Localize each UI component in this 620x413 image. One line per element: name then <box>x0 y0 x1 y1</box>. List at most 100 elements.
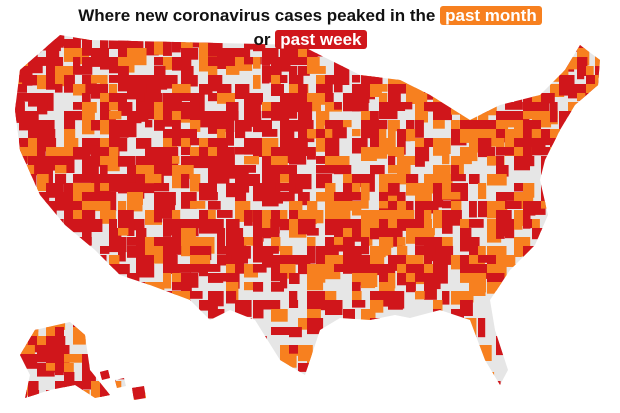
county <box>514 246 522 257</box>
county <box>73 273 83 288</box>
county <box>163 264 180 274</box>
county <box>559 192 577 206</box>
county <box>370 264 384 276</box>
county <box>118 399 135 400</box>
county <box>82 237 91 251</box>
county <box>55 75 69 87</box>
county <box>199 84 213 95</box>
county <box>46 300 60 309</box>
county <box>451 309 464 323</box>
county <box>451 174 466 182</box>
county <box>235 390 247 400</box>
county <box>82 147 91 159</box>
county <box>415 183 432 203</box>
county <box>379 372 397 383</box>
county <box>541 183 558 203</box>
county <box>415 291 425 300</box>
county <box>586 300 600 319</box>
county <box>541 345 549 359</box>
county <box>46 93 54 111</box>
county <box>478 246 486 260</box>
county <box>235 147 246 155</box>
county <box>82 102 97 113</box>
county <box>352 282 361 296</box>
county <box>568 381 579 391</box>
county <box>64 75 75 90</box>
county <box>181 156 196 166</box>
county <box>550 336 568 356</box>
county <box>496 147 506 156</box>
county <box>55 219 64 233</box>
county <box>100 48 108 57</box>
county <box>15 192 21 211</box>
county <box>469 390 481 400</box>
county <box>208 111 226 120</box>
county <box>127 183 137 195</box>
county <box>487 174 507 186</box>
past-week-label: past week <box>275 30 367 49</box>
county <box>289 345 306 354</box>
county <box>595 219 600 235</box>
county <box>433 93 446 103</box>
county <box>370 120 388 130</box>
county <box>181 93 193 102</box>
county <box>91 282 109 294</box>
county <box>73 84 86 96</box>
county <box>433 165 445 175</box>
county <box>568 192 579 200</box>
county <box>325 129 333 138</box>
county <box>460 102 475 110</box>
county <box>541 255 558 271</box>
county <box>532 336 548 349</box>
county <box>55 255 73 264</box>
county <box>163 228 172 237</box>
county <box>145 309 156 319</box>
county <box>586 192 600 208</box>
county <box>100 309 119 325</box>
county <box>28 75 42 86</box>
county <box>316 363 330 373</box>
county <box>82 48 93 56</box>
county <box>577 255 593 265</box>
county <box>82 111 95 122</box>
county <box>397 102 413 110</box>
county <box>442 66 451 84</box>
county <box>460 147 477 159</box>
county <box>100 102 111 116</box>
county <box>55 57 64 66</box>
county <box>118 84 136 92</box>
county <box>316 84 333 94</box>
county <box>82 273 94 282</box>
county <box>46 237 62 248</box>
county <box>478 111 489 121</box>
county <box>262 228 280 239</box>
county <box>469 372 487 382</box>
county <box>262 57 271 66</box>
county <box>163 111 173 127</box>
county <box>64 273 73 284</box>
county <box>397 138 406 155</box>
county <box>541 327 561 342</box>
county <box>127 174 136 183</box>
county <box>244 93 258 103</box>
county <box>406 183 417 196</box>
county <box>154 183 170 192</box>
county <box>442 291 450 305</box>
county <box>15 201 30 210</box>
county <box>109 354 127 364</box>
county <box>379 354 398 368</box>
county <box>262 147 274 162</box>
county <box>145 363 161 375</box>
county <box>109 255 120 269</box>
county <box>550 138 567 150</box>
county <box>37 174 49 192</box>
county <box>127 309 142 318</box>
county <box>532 399 544 400</box>
county <box>586 282 600 290</box>
county <box>15 246 30 265</box>
county <box>181 39 193 55</box>
county <box>388 147 405 157</box>
county <box>595 201 600 219</box>
county <box>451 75 466 87</box>
